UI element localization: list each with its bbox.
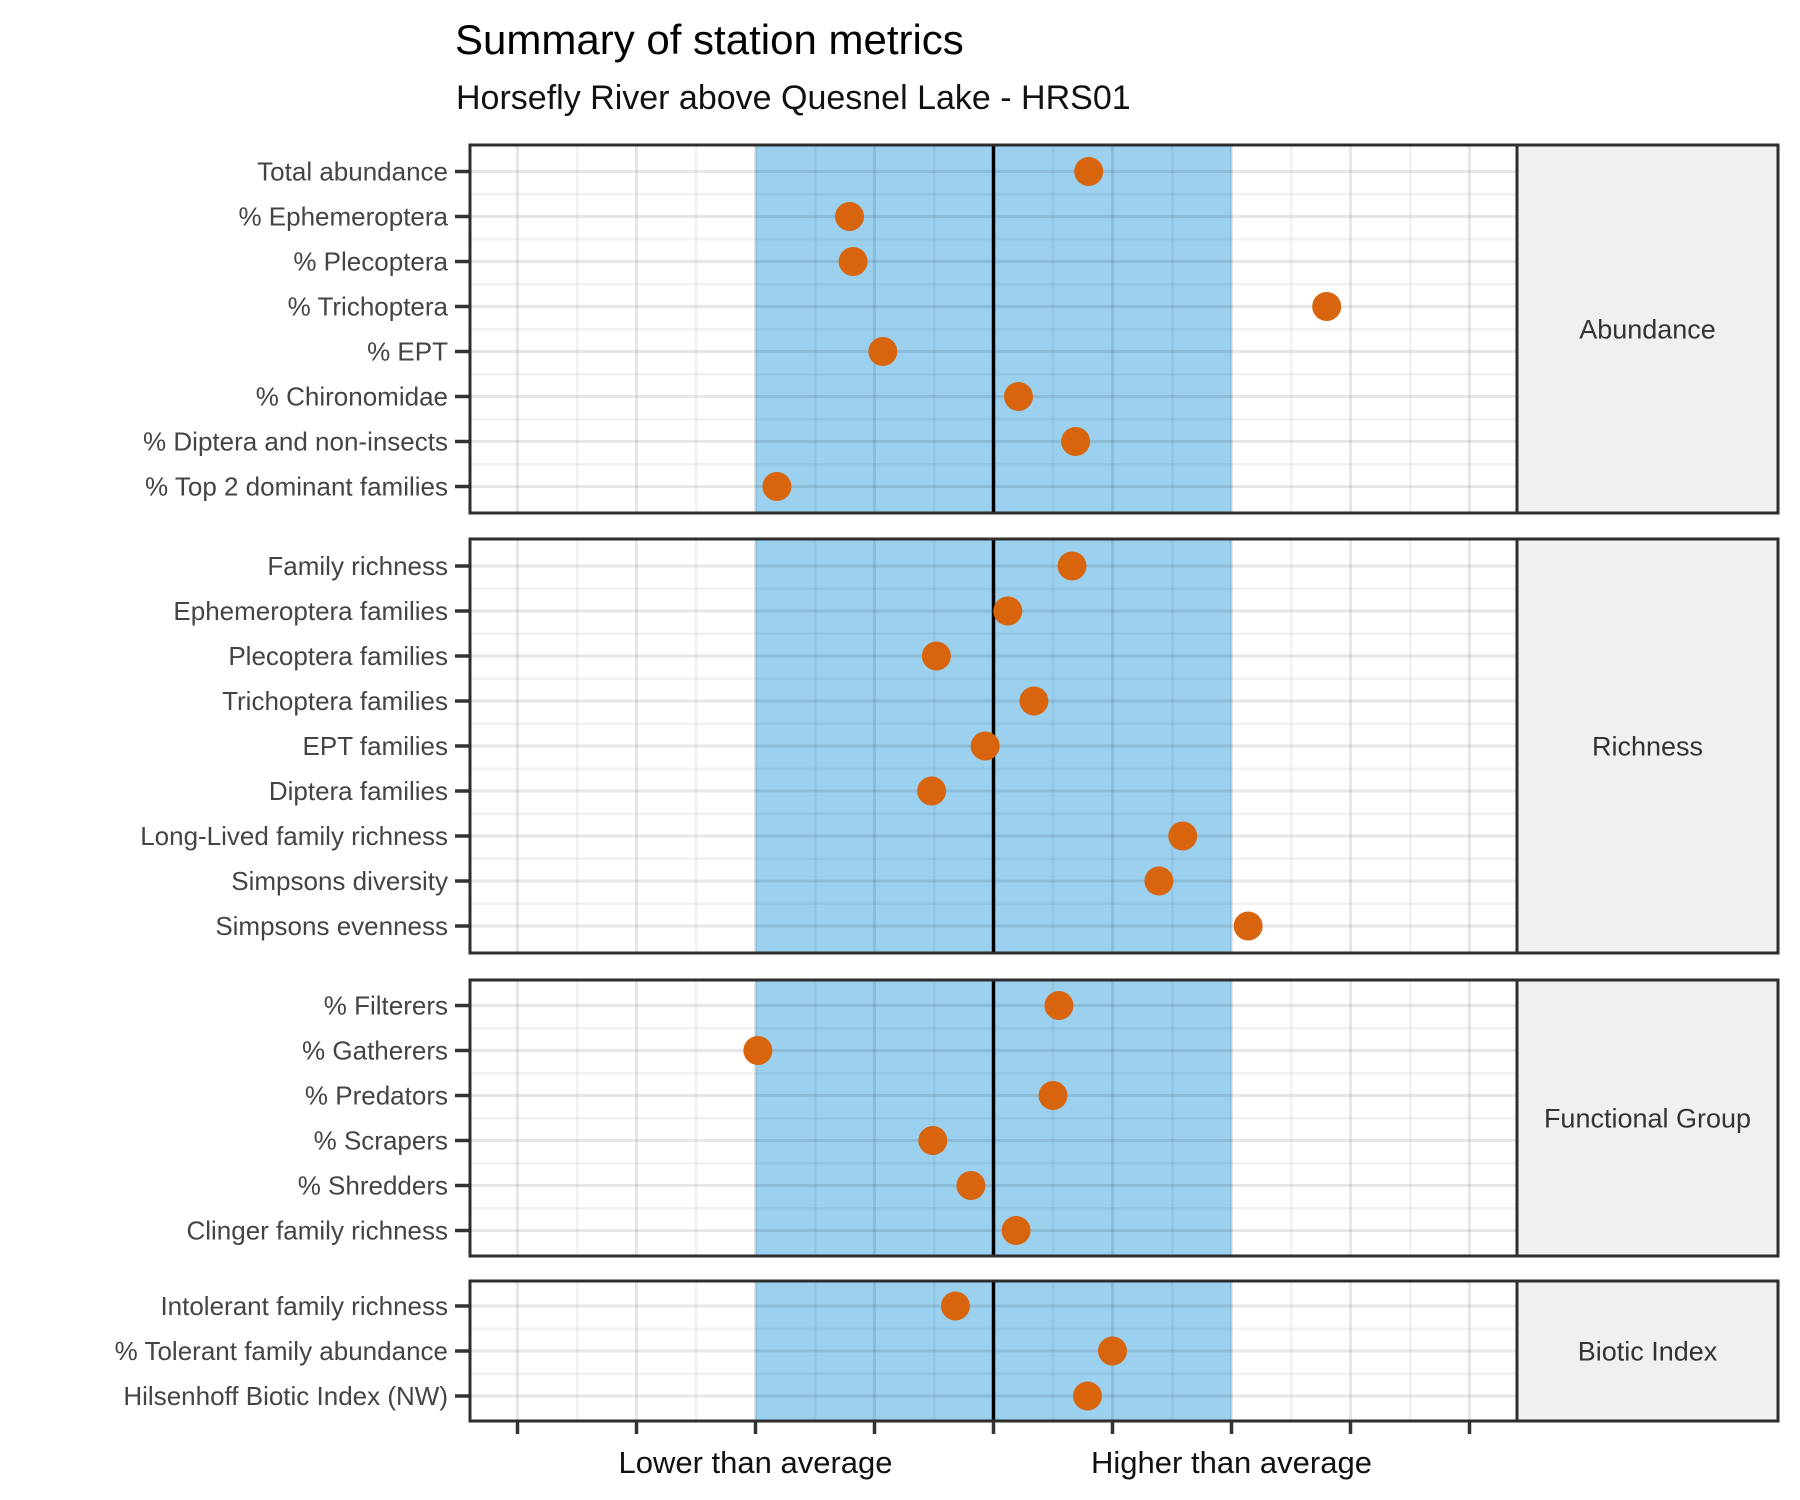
metric-dot (1168, 821, 1198, 851)
metric-dot (835, 202, 865, 231)
chart-title: Summary of station metrics (455, 16, 964, 63)
y-axis-label: Clinger family richness (186, 1216, 448, 1246)
metric-dot (917, 776, 947, 806)
metric-dot (1003, 382, 1033, 411)
metric-dot (1019, 686, 1049, 716)
facet-panel-biotic-index: Intolerant family richness % Tolerant fam… (115, 1279, 1780, 1423)
metric-dot (940, 1291, 970, 1321)
metric-dot (970, 731, 1000, 761)
y-axis-label: % Diptera and non-insects (143, 427, 448, 457)
metric-dot (1312, 292, 1342, 321)
y-axis-label: % Ephemeroptera (238, 202, 448, 232)
facet-strip (1515, 1279, 1780, 1423)
metric-dot (918, 1126, 948, 1155)
y-axis-label: % Shredders (298, 1171, 448, 1201)
y-axis-label: % Top 2 dominant families (145, 472, 448, 502)
y-axis-label: Plecoptera families (228, 641, 448, 671)
metric-dot (1074, 157, 1104, 186)
y-axis-label: Simpsons diversity (231, 866, 448, 896)
y-axis-label: Diptera families (269, 776, 448, 806)
y-axis-label: % Gatherers (302, 1036, 448, 1066)
metric-dot (1038, 1081, 1068, 1110)
facet-panel-richness: Family richness Ephemeroptera families Ple… (140, 537, 1780, 955)
facet-strip-label: Functional Group (1544, 1103, 1751, 1133)
y-axis-label: % EPT (367, 337, 448, 367)
y-axis-label: Simpsons evenness (215, 911, 448, 941)
y-axis-label: Family richness (267, 551, 448, 581)
y-axis-label: % Trichoptera (288, 292, 449, 322)
y-axis-label: EPT families (303, 731, 448, 761)
facet-strip (1515, 143, 1780, 515)
facet-panel-functional-group: % Filterers % Gatherers % Predators % Scrap… (186, 978, 1780, 1258)
facet-panel-abundance: Total abundance % Ephemeroptera % Plecopte… (143, 143, 1780, 515)
metric-dot (1001, 1216, 1031, 1245)
metric-dot (868, 337, 898, 366)
y-axis-label: Hilsenhoff Biotic Index (NW) (123, 1381, 448, 1411)
metric-dot (1044, 991, 1074, 1020)
y-axis-label: % Chironomidae (256, 382, 448, 412)
facet-strip-label: Abundance (1579, 314, 1716, 344)
y-axis-label: Trichoptera families (222, 686, 448, 716)
metric-dot (1061, 427, 1091, 456)
y-axis-label: Total abundance (257, 157, 448, 187)
facet-strip-label: Biotic Index (1578, 1336, 1718, 1366)
y-axis-label: % Filterers (324, 991, 448, 1021)
y-axis-label: % Scrapers (314, 1126, 448, 1156)
metric-dot (993, 596, 1023, 626)
x-axis-label: Higher than average (1091, 1445, 1372, 1480)
metric-dot (1098, 1336, 1127, 1366)
metric-dot (743, 1036, 773, 1065)
facet-strip-label: Richness (1592, 731, 1703, 761)
chart-subtitle: Horsefly River above Quesnel Lake - HRS0… (456, 79, 1131, 117)
y-axis-label: % Predators (305, 1081, 448, 1111)
metric-dot (1233, 911, 1263, 941)
facet-strip (1515, 537, 1780, 955)
y-axis-label: Ephemeroptera families (173, 596, 448, 626)
metric-dot (1073, 1381, 1103, 1411)
metric-dot (1057, 551, 1087, 581)
x-axis: Lower than average Higher than average (515, 1422, 1472, 1480)
y-axis-label: Intolerant family richness (160, 1291, 448, 1321)
metric-dot (1144, 866, 1174, 896)
metric-dot (838, 247, 868, 276)
facet-strip (1515, 978, 1780, 1258)
metric-dot (956, 1171, 986, 1200)
y-axis-label: Long-Lived family richness (140, 821, 448, 851)
x-axis-label: Lower than average (618, 1445, 892, 1480)
metric-dot (921, 641, 951, 671)
metric-dot (762, 472, 792, 501)
y-axis-label: % Tolerant family abundance (115, 1336, 448, 1366)
y-axis-label: % Plecoptera (293, 247, 448, 277)
